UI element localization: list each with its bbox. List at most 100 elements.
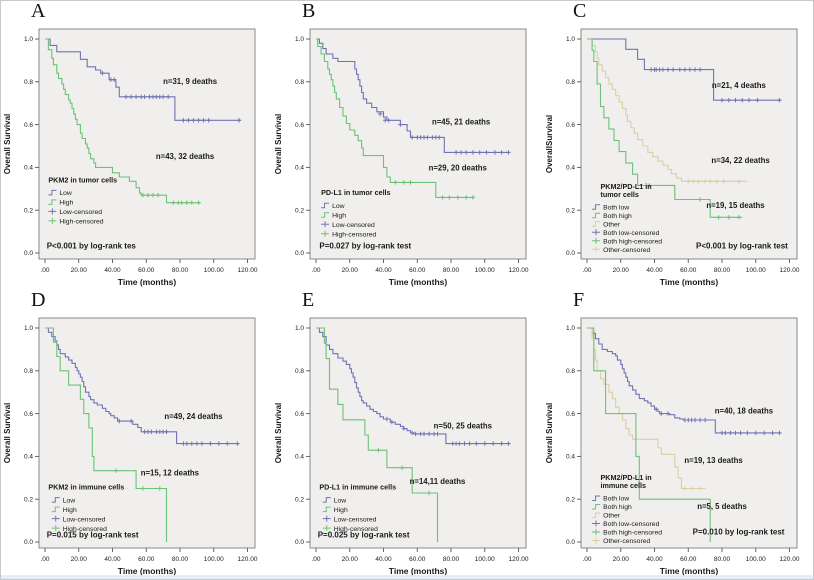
km-curve-both-high <box>587 327 711 542</box>
legend-entry-label: Low-censored <box>63 516 106 523</box>
legend-entry-label: Low-censored <box>59 209 102 216</box>
x-tick-label: 100.00 <box>475 267 495 274</box>
legend-line-symbol <box>48 199 57 205</box>
p-value-label: P=0.010 by log-rank test <box>693 528 785 537</box>
annotation-n-label: n=34, 22 deaths <box>711 156 770 165</box>
km-plot-D: 0.0 0.2 0.4 0.6 0.8 1.0 .00 20.00 40.00 60.00 80.0… <box>3 317 258 576</box>
legend-censor-symbol <box>592 246 601 253</box>
y-tick-label: 0.0 <box>295 539 304 546</box>
legend-entry-label: Low <box>334 497 347 504</box>
y-tick-label: 0.2 <box>24 496 33 503</box>
y-tick-label: 0.0 <box>295 250 304 257</box>
x-tick-label: 40.00 <box>646 556 663 563</box>
x-tick-label: 20.00 <box>342 267 359 274</box>
x-tick-label: 80.00 <box>443 267 460 274</box>
x-tick-label: 100.00 <box>746 556 766 563</box>
y-tick-label: 0.6 <box>566 411 575 418</box>
annotation-n-label: n=43, 32 deaths <box>156 152 215 161</box>
km-curve-both-high <box>587 38 743 218</box>
legend-censor-symbol <box>321 221 330 228</box>
censor-marks-high <box>140 193 201 205</box>
y-axis-label: OverallSurvival <box>545 115 554 173</box>
censor-marks-both-high <box>647 183 742 220</box>
x-tick-label: .00 <box>582 267 591 274</box>
km-plot-A: 0.0 0.2 0.4 0.6 0.8 1.0 .00 20.00 40.00 60.00 80.0… <box>3 28 258 287</box>
p-value-label: P=0.015 by log-rank test <box>47 531 139 540</box>
legend-entry-label: High <box>332 213 346 220</box>
y-tick-label: 0.8 <box>295 79 304 86</box>
y-tick-label: 0.6 <box>295 411 304 418</box>
x-tick-label: 20.00 <box>613 556 630 563</box>
panel-letter-C: C <box>573 0 587 22</box>
legend-entry-label: Both high-censored <box>603 530 662 537</box>
censor-marks-other <box>682 486 703 491</box>
y-tick-label: 0.0 <box>566 250 575 257</box>
y-axis-label: Overall Survival <box>3 114 12 174</box>
x-tick-label: 40.00 <box>104 267 121 274</box>
annotation-n-label: n=5, 5 deaths <box>697 502 747 511</box>
x-tick-label: 120.00 <box>238 556 258 563</box>
legend-entry-label: Both high <box>603 504 632 511</box>
y-tick-label: 0.4 <box>24 165 33 172</box>
legend-entry-label: High <box>334 507 348 514</box>
panel-C: C 0.0 0.2 0.4 0.6 0.8 1.0 .00 20.00 40.00 60.00 80.… <box>543 0 813 290</box>
x-tick-label: 100.00 <box>746 267 766 274</box>
annotation-n-label: n=31, 9 deaths <box>163 77 218 86</box>
legend-line-symbol <box>51 506 60 513</box>
y-tick-label: 1.0 <box>295 36 304 43</box>
legend-line-symbol <box>592 212 601 219</box>
panel-B: B 0.0 0.2 0.4 0.6 0.8 1.0 .00 20.00 40.00 60.00 80.… <box>272 1 543 290</box>
legend-censor-symbol <box>592 528 601 535</box>
panel-F: F 0.0 0.2 0.4 0.6 0.8 1.0 .00 20.00 40.00 60.00 80.… <box>543 290 813 579</box>
x-tick-label: 120.00 <box>780 267 800 274</box>
km-curve-low <box>316 38 511 153</box>
y-tick-label: 0.6 <box>24 411 33 418</box>
km-curve-high <box>45 38 201 204</box>
annotation-n-label: n=14,11 deaths <box>410 477 466 486</box>
y-tick-label: 0.0 <box>566 539 575 546</box>
x-tick-label: 80.00 <box>714 556 731 563</box>
x-tick-label: 80.00 <box>172 267 189 274</box>
x-tick-label: 20.00 <box>342 556 359 563</box>
x-tick-label: .00 <box>40 556 49 563</box>
km-plot-F: 0.0 0.2 0.4 0.6 0.8 1.0 .00 20.00 40.00 60.00 80.0… <box>545 317 800 576</box>
x-axis-label: Time (months) <box>389 566 448 576</box>
y-tick-label: 0.8 <box>24 368 33 375</box>
annotation-n-label: n=21, 4 deaths <box>712 81 767 90</box>
legend-entry-label: Both low <box>603 205 629 212</box>
legend: PD-L1 in tumor cells Low High Low-censored H… <box>321 188 391 239</box>
legend-censor-symbol <box>322 515 331 522</box>
x-tick-label: .00 <box>582 556 591 563</box>
p-value-label: P<0.001 by log-rank test <box>696 242 788 251</box>
annotation-n-label: n=19, 13 deaths <box>684 456 743 465</box>
x-tick-label: 100.00 <box>204 556 224 563</box>
y-tick-label: 0.2 <box>295 207 304 214</box>
y-tick-label: 0.4 <box>295 454 304 461</box>
annotation-n-label: n=19, 15 deaths <box>706 201 765 210</box>
panel-letter-A: A <box>31 0 46 22</box>
legend: PKM2 in tumor cells Low High Low-censored Hi… <box>48 175 117 226</box>
legend-line-symbol <box>322 497 331 503</box>
y-tick-label: 0.2 <box>295 496 304 503</box>
legend-title: PKM2/PD-L1 in <box>601 182 652 191</box>
y-tick-label: 0.2 <box>566 496 575 503</box>
legend-title: PKM2 in immune cells <box>48 483 124 492</box>
panel-D: D 0.0 0.2 0.4 0.6 0.8 1.0 .00 20.00 40.00 60.00 80.… <box>1 290 272 579</box>
x-tick-label: 60.00 <box>409 267 426 274</box>
y-tick-label: 0.2 <box>24 207 33 214</box>
annotation-n-label: n=49, 24 deaths <box>164 412 223 421</box>
panel-E: E 0.0 0.2 0.4 0.6 0.8 1.0 .00 20.00 40.00 60.00 80.… <box>272 290 543 579</box>
legend-entry-label: Both high <box>603 213 632 220</box>
censor-marks-low <box>100 71 242 123</box>
legend-censor-symbol <box>592 537 601 544</box>
y-tick-label: 0.2 <box>566 207 575 214</box>
y-tick-label: 0.8 <box>24 79 33 86</box>
legend-line-symbol <box>592 503 601 510</box>
legend-line-symbol <box>322 506 331 513</box>
legend-entry-label: Both high-censored <box>603 239 662 246</box>
km-plot-E: 0.0 0.2 0.4 0.6 0.8 1.0 .00 20.00 40.00 60.00 80.0… <box>274 317 529 576</box>
y-tick-label: 0.0 <box>24 250 33 257</box>
y-tick-label: 0.6 <box>566 122 575 129</box>
